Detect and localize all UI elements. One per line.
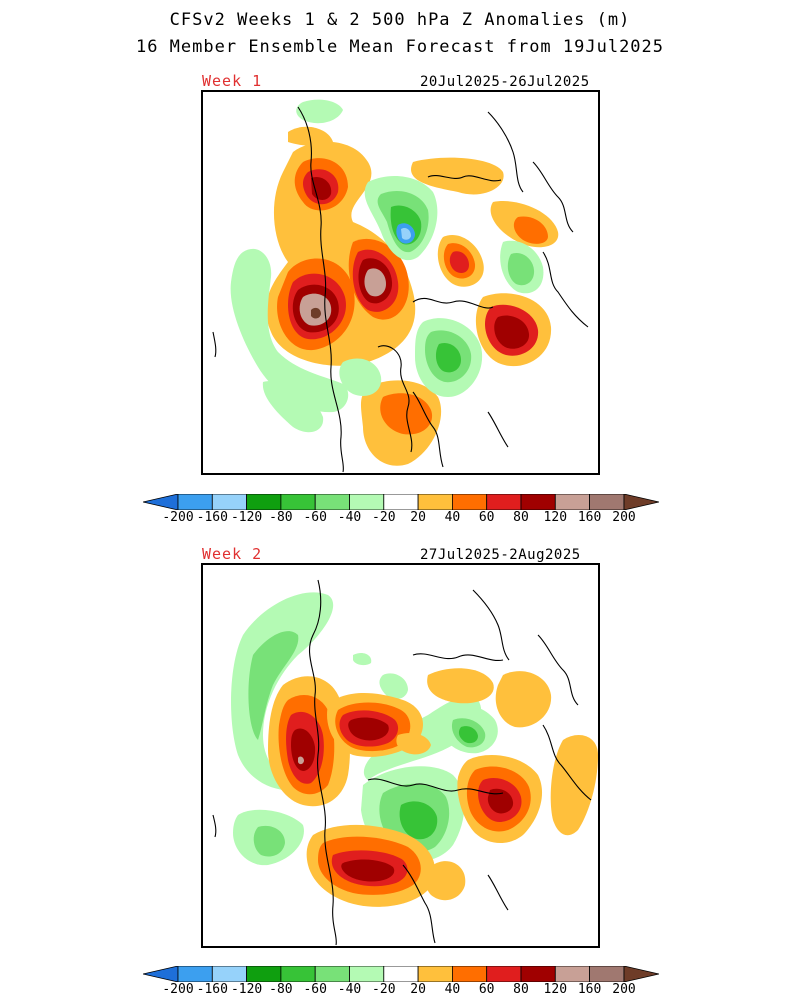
colorbar-segment — [314, 494, 350, 510]
tick-label: 160 — [577, 982, 602, 997]
tick-label: -20 — [372, 510, 396, 525]
tick-label: 120 — [543, 982, 568, 997]
tick-label: 80 — [513, 510, 529, 525]
tick-label: -60 — [303, 982, 327, 997]
tick-label: -160 — [196, 510, 228, 525]
colorbar-week-2-ticks: -200 -160 -120 -80 -60 -40 -20 20 40 60 … — [143, 982, 659, 1000]
colorbar-segment — [623, 966, 659, 982]
tick-label: 160 — [577, 510, 602, 525]
week-1-coastlines — [212, 106, 589, 473]
week-1-negative-anomalies — [230, 99, 544, 433]
tick-label: -160 — [196, 982, 228, 997]
colorbar-segment — [589, 966, 625, 982]
week-2-dates: 27Jul2025-2Aug2025 — [420, 547, 581, 563]
week-2-map — [201, 563, 600, 948]
tick-label: -80 — [269, 982, 293, 997]
tick-label: 200 — [612, 510, 636, 525]
tick-label: 40 — [444, 982, 461, 997]
week-1-dates: 20Jul2025-26Jul2025 — [420, 74, 590, 90]
colorbar-week-2 — [143, 966, 659, 982]
week-2-label: Week 2 — [202, 545, 263, 563]
colorbar-segment — [417, 966, 453, 982]
tick-label: 80 — [513, 982, 529, 997]
colorbar-segment — [451, 966, 488, 982]
tick-label: -20 — [372, 982, 396, 997]
week-1-map — [201, 90, 600, 475]
colorbar-segment — [383, 966, 419, 982]
tick-label: 40 — [444, 510, 461, 525]
tick-label: -40 — [337, 510, 362, 525]
week-1-positive-anomalies — [266, 126, 559, 466]
colorbar-segment — [383, 494, 419, 510]
colorbar-segment — [520, 494, 556, 510]
colorbar-segment — [623, 494, 659, 510]
colorbar-segment — [280, 966, 316, 982]
colorbar-segment — [280, 494, 316, 510]
tick-label: -60 — [303, 510, 327, 525]
tick-label: 120 — [543, 510, 568, 525]
tick-label: -120 — [230, 510, 263, 525]
colorbar-segment — [417, 494, 453, 510]
title-line-1: CFSv2 Weeks 1 & 2 500 hPa Z Anomalies (m… — [169, 10, 631, 30]
title-line-2: 16 Member Ensemble Mean Forecast from 19… — [135, 37, 665, 57]
tick-label: -200 — [162, 510, 194, 525]
week-1-label: Week 1 — [202, 72, 263, 90]
tick-label: 20 — [410, 982, 426, 997]
colorbar-segment — [246, 494, 282, 510]
colorbar-segment — [314, 966, 350, 982]
colorbar-segment — [177, 966, 213, 982]
week-2-coastlines — [212, 579, 592, 946]
tick-label: 60 — [478, 510, 495, 525]
colorbar-segment — [211, 494, 248, 510]
colorbar-segment — [211, 966, 248, 982]
tick-label: -200 — [162, 982, 194, 997]
tick-label: -40 — [337, 982, 362, 997]
colorbar-week-1 — [143, 494, 659, 510]
week-2-positive-anomalies — [268, 668, 598, 907]
colorbar-segment — [589, 494, 625, 510]
colorbar-segment — [143, 494, 179, 510]
tick-label: -80 — [269, 510, 293, 525]
tick-label: 60 — [478, 982, 495, 997]
colorbar-segment — [177, 494, 213, 510]
colorbar-segment — [349, 966, 385, 982]
colorbar-segment — [486, 966, 522, 982]
colorbar-segment — [520, 966, 556, 982]
tick-label: 20 — [410, 510, 426, 525]
colorbar-segment — [554, 966, 590, 982]
colorbar-segment — [486, 494, 522, 510]
tick-label: 200 — [612, 982, 636, 997]
colorbar-week-1-ticks: -200 -160 -120 -80 -60 -40 -20 20 40 60 … — [143, 510, 659, 528]
colorbar-segment — [143, 966, 179, 982]
colorbar-segment — [451, 494, 488, 510]
tick-label: -120 — [230, 982, 263, 997]
colorbar-segment — [246, 966, 282, 982]
colorbar-segment — [349, 494, 385, 510]
colorbar-segment — [554, 494, 590, 510]
week-2-anomaly-field — [212, 579, 598, 946]
week-1-anomaly-field — [212, 99, 589, 473]
